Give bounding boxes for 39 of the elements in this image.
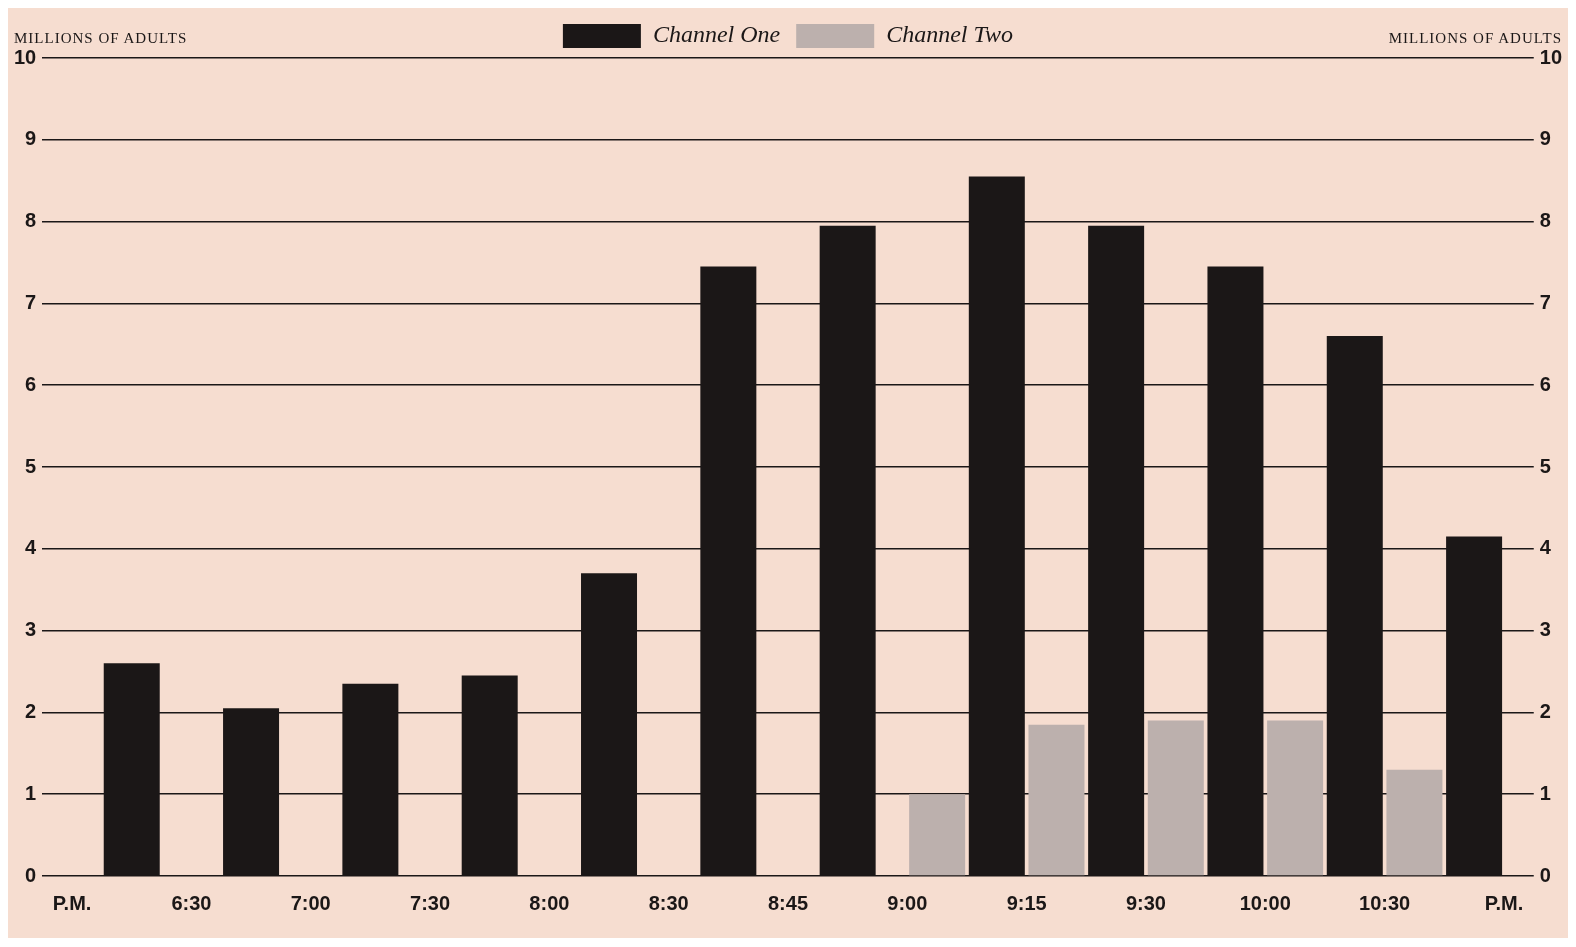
y-tick-label: 4 — [25, 536, 38, 559]
y-tick-label: 3 — [25, 618, 37, 641]
x-tick-label: 8:30 — [648, 891, 689, 914]
x-tick-label: 10:00 — [1239, 891, 1291, 914]
y-tick-label: 8 — [25, 209, 37, 232]
y2-tick-label: 7 — [1539, 290, 1551, 313]
y2-tick-label: 2 — [1539, 699, 1551, 722]
x-tick-label: 9:00 — [887, 891, 928, 914]
x-tick-label: 9:15 — [1006, 891, 1047, 914]
y-tick-label: 2 — [25, 699, 37, 722]
y-tick-label: 6 — [25, 372, 37, 395]
y-tick-label: 10 — [14, 45, 37, 68]
x-tick-label: 8:45 — [767, 891, 809, 914]
x-tick-label: 10:30 — [1359, 891, 1411, 914]
x-tick-label: 9:30 — [1125, 891, 1166, 914]
x-tick-label: P.M. — [1484, 891, 1524, 914]
y2-tick-label: 3 — [1539, 618, 1551, 641]
y-tick-label: 9 — [25, 127, 37, 150]
y2-tick-label: 0 — [1539, 863, 1551, 886]
x-tick-label: 6:30 — [171, 891, 212, 914]
x-tick-label: 7:00 — [290, 891, 331, 914]
y-tick-label: 0 — [25, 863, 37, 886]
y2-tick-label: 4 — [1539, 536, 1552, 559]
y-tick-label: 7 — [25, 290, 37, 313]
y2-tick-label: 1 — [1539, 781, 1551, 804]
legend-label: Channel Two — [886, 21, 1014, 48]
y-tick-label: 5 — [25, 454, 37, 477]
y2-tick-label: 8 — [1539, 209, 1551, 232]
y2-tick-label: 5 — [1539, 454, 1551, 477]
y2-axis-title: MILLIONS OF ADULTS — [1388, 30, 1562, 47]
x-tick-label: P.M. — [52, 891, 92, 914]
y2-tick-label: 9 — [1539, 127, 1551, 150]
legend-label: Channel One — [652, 21, 781, 48]
x-tick-label: 8:00 — [529, 891, 570, 914]
y-axis-title: MILLIONS OF ADULTS — [14, 30, 188, 47]
y-tick-label: 1 — [25, 781, 37, 804]
y2-tick-label: 10 — [1539, 45, 1562, 68]
y2-tick-label: 6 — [1539, 372, 1551, 395]
x-tick-label: 7:30 — [410, 891, 451, 914]
